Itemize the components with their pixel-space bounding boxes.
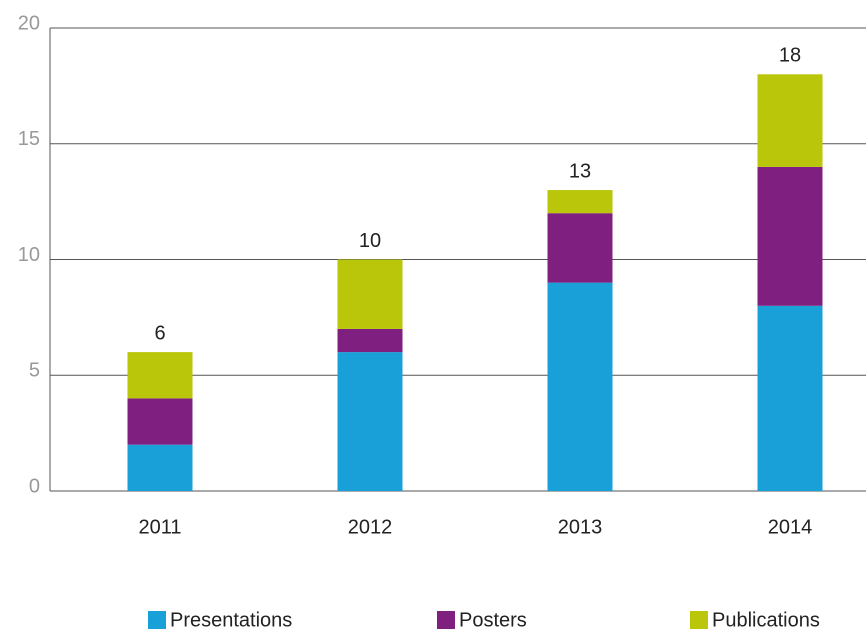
legend-label: Publications <box>712 609 820 631</box>
y-tick-label: 20 <box>18 12 40 34</box>
bar-segment <box>757 74 823 167</box>
x-tick-label: 2012 <box>348 516 393 538</box>
x-tick-label: 2014 <box>768 516 813 538</box>
bar-segment <box>337 352 403 491</box>
bar-segment <box>547 213 613 283</box>
bar-segment <box>127 352 193 399</box>
bar-segment <box>337 259 403 329</box>
y-tick-label: 15 <box>18 128 40 150</box>
bar-segment <box>337 328 403 353</box>
y-tick-label: 10 <box>18 244 40 266</box>
legend-swatch <box>437 611 455 629</box>
total-label: 10 <box>359 230 381 252</box>
bar-segment <box>127 398 193 445</box>
x-tick-label: 2011 <box>138 516 181 538</box>
legend-label: Posters <box>459 609 527 631</box>
total-label: 18 <box>779 45 801 67</box>
bar-segment <box>547 190 613 214</box>
bar-segment <box>127 444 193 491</box>
legend-swatch <box>148 611 166 629</box>
bar-segment <box>757 305 823 491</box>
bar-segment <box>757 166 823 306</box>
y-tick-label: 5 <box>29 360 40 382</box>
legend-swatch <box>690 611 708 629</box>
legend-label: Presentations <box>170 609 292 631</box>
bar-segment <box>547 282 613 491</box>
total-label: 13 <box>569 160 591 182</box>
x-tick-label: 2013 <box>558 516 603 538</box>
y-tick-label: 0 <box>29 475 40 497</box>
total-label: 6 <box>154 322 165 344</box>
